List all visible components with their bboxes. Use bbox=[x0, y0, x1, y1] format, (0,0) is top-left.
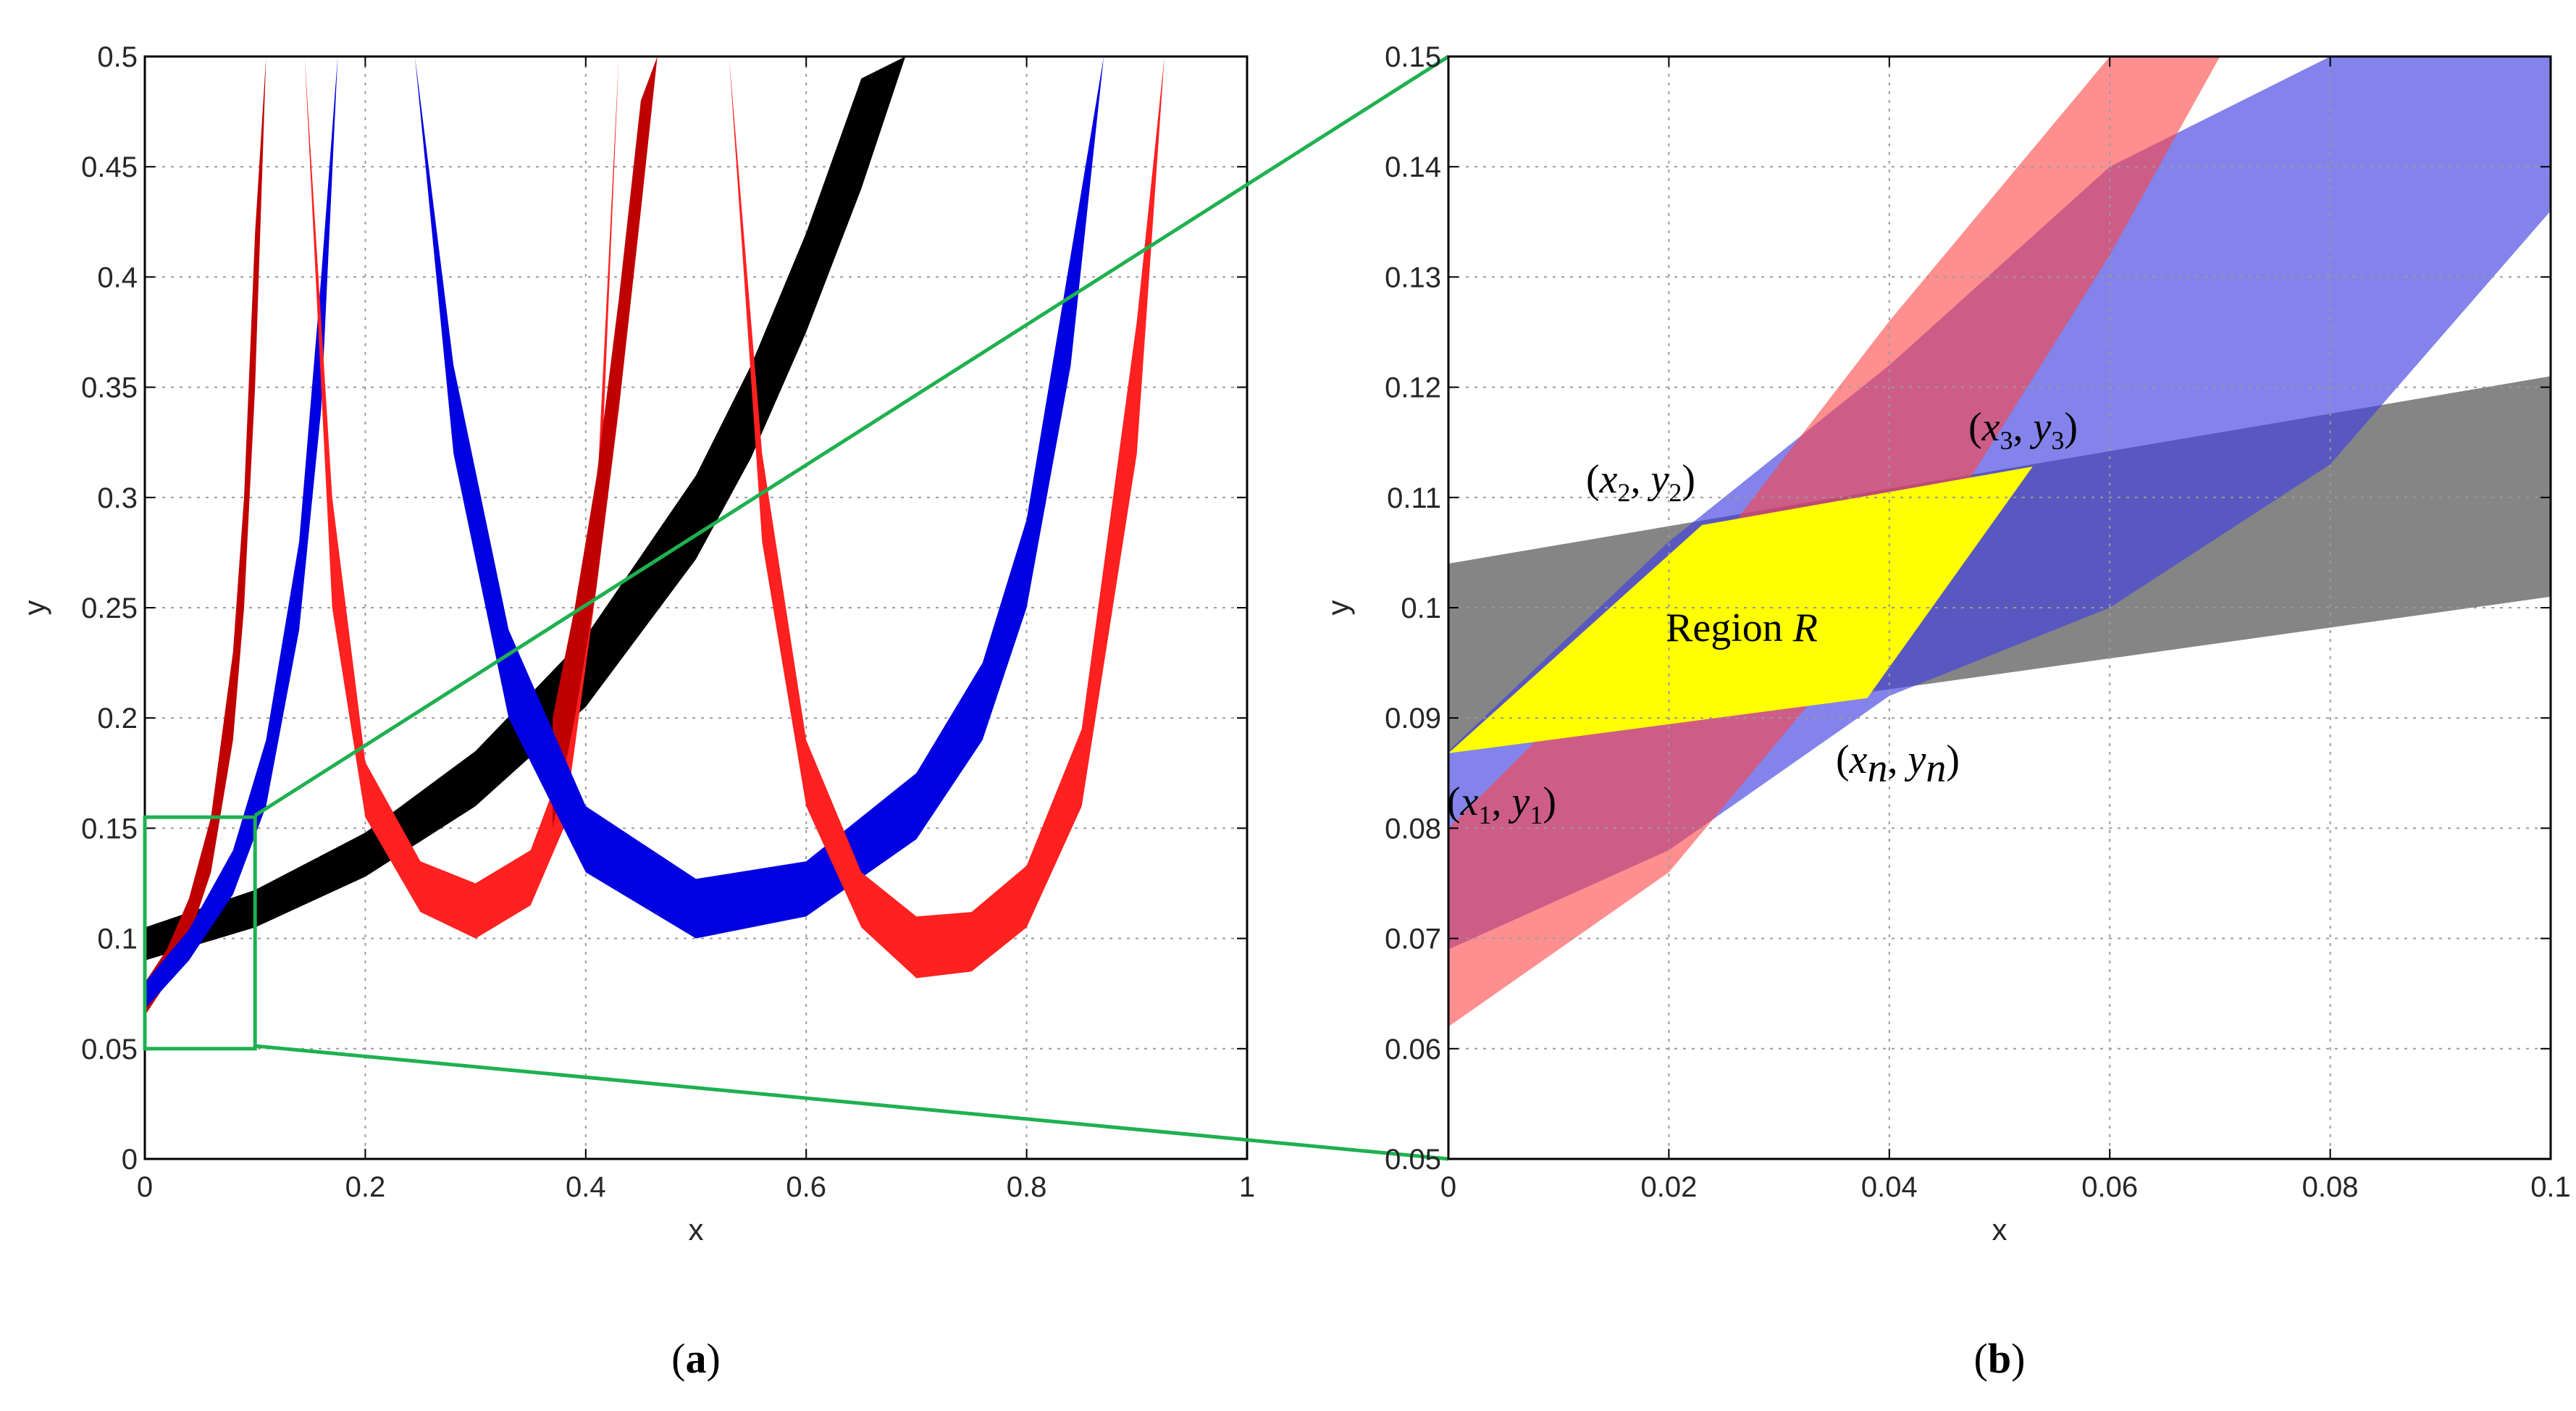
point-x3-y3-label: (x3, y3) bbox=[1968, 405, 2078, 455]
pn-ys: n bbox=[1926, 746, 1946, 791]
y-tick-label: 0.06 bbox=[1385, 1034, 1441, 1065]
panel-b-series bbox=[1448, 56, 2551, 1027]
x-tick-label: 1 bbox=[1239, 1171, 1255, 1203]
pn-x: x bbox=[1849, 737, 1868, 782]
p1-y: y bbox=[1509, 779, 1530, 824]
p1-x: x bbox=[1460, 779, 1479, 824]
point-x1-y1-label: (x1, y1) bbox=[1447, 779, 1556, 829]
p2-ys: 2 bbox=[1669, 478, 1682, 507]
y-tick-label: 0.45 bbox=[81, 151, 138, 183]
p3-open: ( bbox=[1968, 405, 1982, 450]
x-tick-label: 0.08 bbox=[2302, 1171, 2359, 1203]
y-tick-label: 0.2 bbox=[97, 703, 138, 734]
y-tick-label: 0.12 bbox=[1385, 372, 1441, 404]
caption-a-letter: a bbox=[686, 1335, 707, 1382]
x-tick-label: 0.8 bbox=[1007, 1171, 1047, 1203]
panel-a-xlabel: x bbox=[689, 1213, 704, 1247]
x-tick-label: 0 bbox=[137, 1171, 153, 1203]
panel-b-ylabel: y bbox=[1321, 600, 1355, 616]
p3-xs: 3 bbox=[2000, 426, 2013, 455]
series-dark-red-band-1 bbox=[145, 56, 267, 1016]
p3-close: ) bbox=[2064, 405, 2078, 450]
p3-x: x bbox=[1981, 405, 2000, 450]
y-tick-label: 0.4 bbox=[97, 261, 138, 293]
pn-close: ) bbox=[1946, 737, 1960, 782]
y-tick-label: 0.15 bbox=[81, 813, 138, 845]
x-tick-label: 0.06 bbox=[2081, 1171, 2138, 1203]
p3-ys: 3 bbox=[2051, 426, 2064, 455]
panel-a-ticks: 0 0.2 0.4 0.6 0.8 1 0 0.05 0.1 0.15 0.2 0.25 0.3 0.35… bbox=[81, 41, 1255, 1203]
p1-ys: 1 bbox=[1530, 800, 1543, 829]
pn-xs: n bbox=[1868, 746, 1888, 791]
panel-a-series bbox=[145, 56, 1165, 1016]
p3-y: y bbox=[2030, 405, 2052, 450]
point-x2-y2-label: (x2, y2) bbox=[1586, 457, 1695, 507]
zoom-connector-bottom bbox=[254, 1044, 1449, 1161]
x-tick-label: 0.02 bbox=[1640, 1171, 1697, 1203]
y-tick-label: 0.05 bbox=[1385, 1144, 1441, 1176]
series-region-r bbox=[1448, 466, 2033, 753]
p2-comma: , bbox=[1631, 457, 1651, 502]
p2-x: x bbox=[1599, 457, 1618, 502]
p2-open: ( bbox=[1586, 457, 1600, 502]
panel-a-chart: 0 0.2 0.4 0.6 0.8 1 0 0.05 0.1 0.15 0.2 0.25 0.3 0.35… bbox=[17, 41, 1255, 1247]
y-tick-label: 0 bbox=[122, 1144, 138, 1176]
panel-a-ylabel: y bbox=[17, 600, 51, 616]
p1-comma: , bbox=[1492, 779, 1512, 824]
y-tick-label: 0.05 bbox=[81, 1034, 138, 1065]
panel-b-ticks: 0 0.02 0.04 0.06 0.08 0.1 0.05 0.06 0.07 0.08 0.09… bbox=[1385, 41, 2571, 1203]
p2-close: ) bbox=[1682, 457, 1695, 502]
y-tick-label: 0.25 bbox=[81, 593, 138, 624]
y-tick-label: 0.07 bbox=[1385, 924, 1441, 955]
y-tick-label: 0.09 bbox=[1385, 703, 1441, 734]
zoom-box bbox=[143, 815, 257, 1051]
y-tick-label: 0.5 bbox=[97, 41, 138, 73]
p2-xs: 2 bbox=[1618, 478, 1631, 507]
zoom-connector-top bbox=[253, 54, 1450, 818]
region-label: Region R bbox=[1666, 606, 1818, 650]
zoom-connectors bbox=[253, 54, 1450, 1161]
region-label-prefix: Region bbox=[1666, 606, 1793, 650]
point-xn-yn-label: (xn, yn) bbox=[1836, 737, 1960, 791]
y-tick-label: 0.14 bbox=[1385, 151, 1441, 183]
region-label-var: R bbox=[1792, 606, 1818, 650]
pn-y: y bbox=[1905, 737, 1926, 782]
caption-b: (b) bbox=[1974, 1335, 2026, 1382]
p2-y: y bbox=[1648, 457, 1669, 502]
panel-b-gridlines bbox=[1448, 56, 2551, 1159]
p3-comma: , bbox=[2013, 405, 2034, 450]
y-tick-label: 0.35 bbox=[81, 372, 138, 404]
y-tick-label: 0.1 bbox=[1401, 593, 1441, 624]
y-tick-label: 0.1 bbox=[97, 924, 138, 955]
y-tick-label: 0.13 bbox=[1385, 261, 1441, 293]
p1-close: ) bbox=[1543, 779, 1556, 824]
caption-b-letter: b bbox=[1988, 1335, 2011, 1382]
x-tick-label: 0.4 bbox=[566, 1171, 606, 1203]
series-dark-red-band-2 bbox=[553, 56, 658, 829]
y-tick-label: 0.3 bbox=[97, 482, 138, 514]
x-tick-label: 0.2 bbox=[345, 1171, 386, 1203]
panel-b-chart: 0 0.02 0.04 0.06 0.08 0.1 0.05 0.06 0.07 0.08 0.09… bbox=[1321, 41, 2571, 1247]
pn-open: ( bbox=[1836, 737, 1850, 782]
x-tick-label: 0.1 bbox=[2530, 1171, 2571, 1203]
p1-xs: 1 bbox=[1479, 800, 1492, 829]
x-tick-label: 0.6 bbox=[786, 1171, 826, 1203]
pn-comma: , bbox=[1888, 737, 1908, 782]
x-tick-label: 0 bbox=[1440, 1171, 1456, 1203]
p1-open: ( bbox=[1447, 779, 1461, 824]
x-tick-label: 0.04 bbox=[1861, 1171, 1918, 1203]
panel-b-xlabel: x bbox=[1992, 1213, 2007, 1247]
y-tick-label: 0.11 bbox=[1387, 482, 1441, 514]
y-tick-label: 0.08 bbox=[1385, 813, 1441, 845]
y-tick-label: 0.15 bbox=[1385, 41, 1441, 73]
caption-a: (a) bbox=[671, 1335, 721, 1382]
